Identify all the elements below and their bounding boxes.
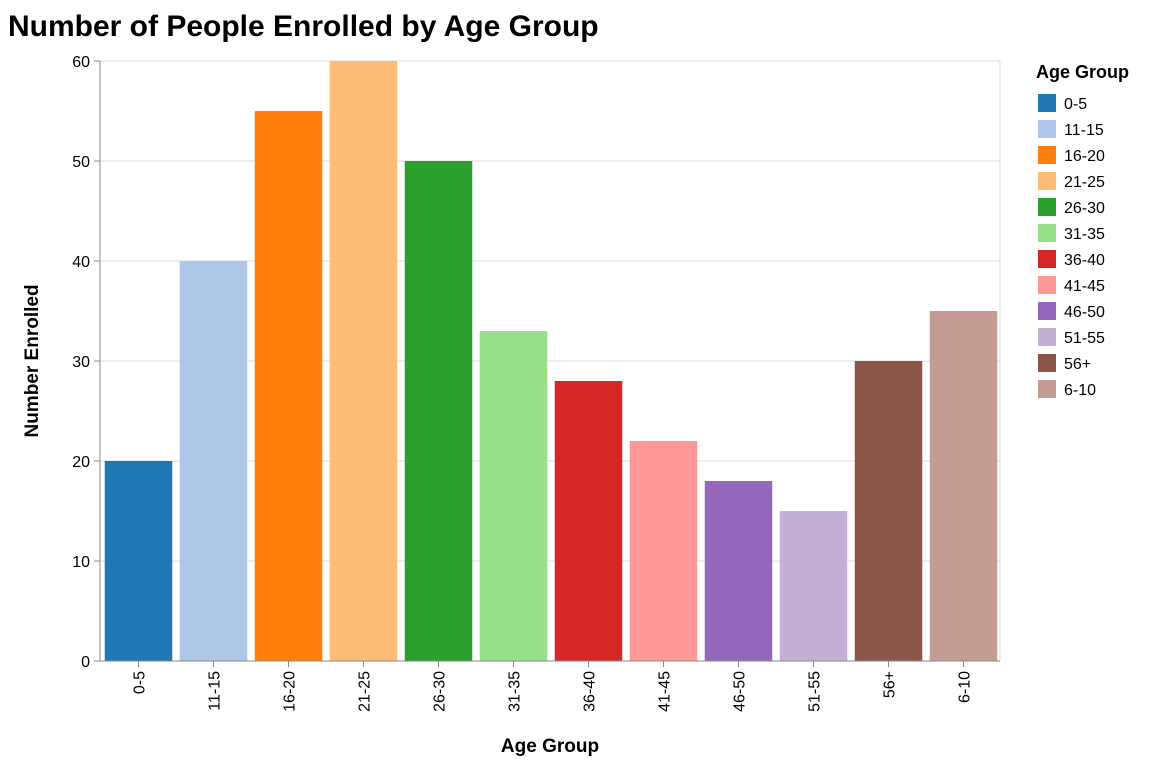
grid-lines [100,60,1001,662]
bar-26-30 [404,161,473,661]
legend-label: 41-45 [1064,278,1105,295]
x-tick-label: 51-55 [807,671,824,712]
legend-label: 26-30 [1064,200,1105,217]
bar-16-20 [254,111,323,661]
legend-swatch-36-40 [1038,250,1056,268]
bar-36-40 [554,381,623,661]
bar-31-35 [479,331,548,661]
legend-swatch-6-10 [1038,380,1056,398]
x-tick-label: 31-35 [507,671,524,712]
bars [104,61,998,661]
x-tick-label: 26-30 [432,671,449,712]
legend-swatch-56+ [1038,354,1056,372]
x-tick-label: 11-15 [207,671,224,711]
legend-swatch-26-30 [1038,198,1056,216]
x-tick-label: 6-10 [957,671,974,703]
axes: 0 10 20 30 40 50 60 0-5 11-15 16-20 21-25 26-30 31-3… [72,54,1000,712]
legend-swatch-41-45 [1038,276,1056,294]
bar-11-15 [179,261,248,661]
x-tick-label: 16-20 [282,671,299,712]
legend-label: 11-15 [1064,122,1104,139]
legend: Age Group 0-5 11-15 16-20 21-25 26-30 31-35 36… [1036,62,1129,399]
legend-swatch-16-20 [1038,146,1056,164]
legend-label: 0-5 [1064,96,1087,113]
legend-label: 51-55 [1064,330,1105,347]
bar-0-5 [104,461,173,661]
y-axis-title: Number Enrolled [22,284,43,437]
legend-label: 6-10 [1064,382,1096,399]
y-tick-label: 10 [72,554,90,571]
x-axis-title: Age Group [501,736,599,757]
y-tick-label: 60 [72,54,90,71]
chart-title: Number of People Enrolled by Age Group [8,10,599,43]
legend-swatch-11-15 [1038,120,1056,138]
legend-label: 16-20 [1064,148,1105,165]
y-tick-label: 20 [72,454,90,471]
y-tick-label: 30 [72,354,90,371]
legend-swatch-31-35 [1038,224,1056,242]
x-tick-label: 21-25 [357,671,374,712]
bar-56+ [854,361,923,661]
legend-swatch-21-25 [1038,172,1056,190]
bar-6-10 [929,311,998,661]
legend-swatch-0-5 [1038,94,1056,112]
bar-21-25 [329,61,398,661]
x-tick-label: 36-40 [582,671,599,712]
legend-label: 36-40 [1064,252,1105,269]
legend-swatch-51-55 [1038,328,1056,346]
legend-label: 21-25 [1064,174,1105,191]
bar-46-50 [704,481,773,661]
legend-label: 31-35 [1064,226,1105,243]
legend-label: 56+ [1064,356,1091,373]
x-tick-label: 46-50 [732,671,749,712]
legend-label: 46-50 [1064,304,1105,321]
y-tick-label: 40 [72,254,90,271]
bar-41-45 [629,441,698,661]
y-tick-label: 0 [81,654,90,671]
x-tick-label: 41-45 [657,671,674,712]
legend-swatch-46-50 [1038,302,1056,320]
bar-51-55 [779,511,848,661]
y-tick-label: 50 [72,154,90,171]
x-tick-label: 56+ [882,671,899,698]
x-tick-label: 0-5 [132,671,149,694]
legend-title: Age Group [1036,62,1129,82]
